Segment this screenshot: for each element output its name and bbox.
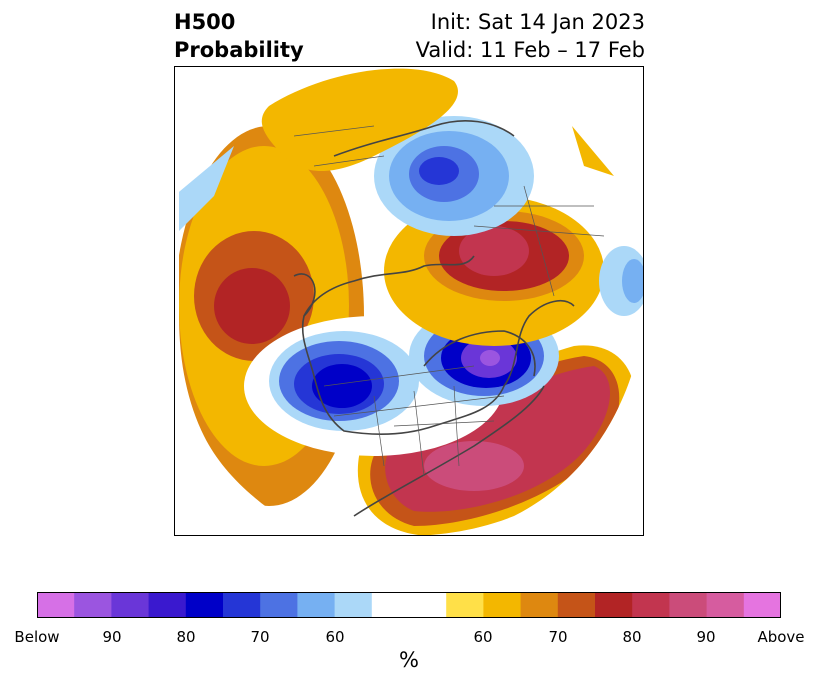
colorbar-swatch [111, 592, 150, 618]
colorbar-swatch [483, 592, 522, 618]
colorbar-swatch [223, 592, 261, 618]
colorbar-tick-below-80: 80 [176, 628, 196, 646]
title-right: Init: Sat 14 Jan 2023 Valid: 11 Feb – 17… [416, 8, 645, 64]
colorbar-swatch [409, 592, 447, 618]
colorbar-tick-above-60: 60 [473, 628, 493, 646]
title-left: H500 Probability [174, 8, 304, 64]
colorbar-swatch [297, 592, 336, 618]
colorbar-swatch [743, 592, 781, 618]
map-border [174, 66, 644, 536]
coastlines [293, 120, 575, 517]
valid-period-label: Valid: 11 Feb – 17 Feb [415, 38, 645, 62]
colorbar-swatch [371, 592, 410, 618]
colorbar-unit-label: % [399, 648, 419, 672]
colorbar-swatch [595, 592, 633, 618]
colorbar-swatch [557, 592, 596, 618]
anomaly-scandinavia-positive [261, 68, 458, 171]
probability-map [174, 66, 644, 536]
colorbar-tick-above-90: 90 [696, 628, 716, 646]
colorbar-border [37, 592, 781, 618]
colorbar-tick-below-90: 90 [102, 628, 122, 646]
colorbar [37, 592, 781, 618]
colorbar-swatch [669, 592, 708, 618]
colorbar-swatch [74, 592, 112, 618]
colorbar-tick-above: Above [757, 628, 805, 646]
colorbar-tick-below-60: 60 [325, 628, 345, 646]
colorbar-swatch [185, 592, 224, 618]
map-title-quantity: Probability [174, 38, 304, 62]
map-title-variable: H500 [174, 10, 236, 34]
init-date-label: Init: Sat 14 Jan 2023 [430, 10, 645, 34]
colorbar-tick-above-80: 80 [622, 628, 642, 646]
colorbar-tick-above-70: 70 [548, 628, 568, 646]
colorbar-swatch [706, 592, 745, 618]
colorbar-swatch [37, 592, 75, 618]
political-borders [293, 125, 605, 477]
colorbar-swatch [334, 592, 373, 618]
colorbar-swatch [446, 592, 484, 618]
colorbar-swatches [37, 592, 781, 618]
map-panel [174, 66, 644, 536]
anomaly-southeast-us-positive [357, 345, 636, 536]
colorbar-tick-below: Below [14, 628, 60, 646]
colorbar-swatch [632, 592, 670, 618]
colorbar-swatch [148, 592, 187, 618]
anomaly-minor-patches [174, 126, 644, 316]
colorbar-swatch [260, 592, 298, 618]
colorbar-tick-below-70: 70 [250, 628, 270, 646]
colorbar-swatch [520, 592, 559, 618]
